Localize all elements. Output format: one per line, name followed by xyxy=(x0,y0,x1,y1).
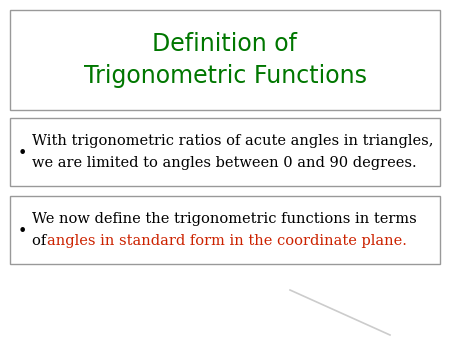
Bar xyxy=(10,118,440,186)
Bar xyxy=(10,196,440,264)
Text: With trigonometric ratios of acute angles in triangles,: With trigonometric ratios of acute angle… xyxy=(32,134,433,148)
Bar xyxy=(10,10,440,110)
Text: •: • xyxy=(17,145,27,161)
Text: angles in standard form in the coordinate plane.: angles in standard form in the coordinat… xyxy=(47,234,407,248)
Text: •: • xyxy=(17,223,27,239)
Text: We now define the trigonometric functions in terms: We now define the trigonometric function… xyxy=(32,212,417,226)
Text: of: of xyxy=(32,234,51,248)
Text: we are limited to angles between 0 and 90 degrees.: we are limited to angles between 0 and 9… xyxy=(32,156,417,170)
Text: Definition of
Trigonometric Functions: Definition of Trigonometric Functions xyxy=(84,32,366,88)
